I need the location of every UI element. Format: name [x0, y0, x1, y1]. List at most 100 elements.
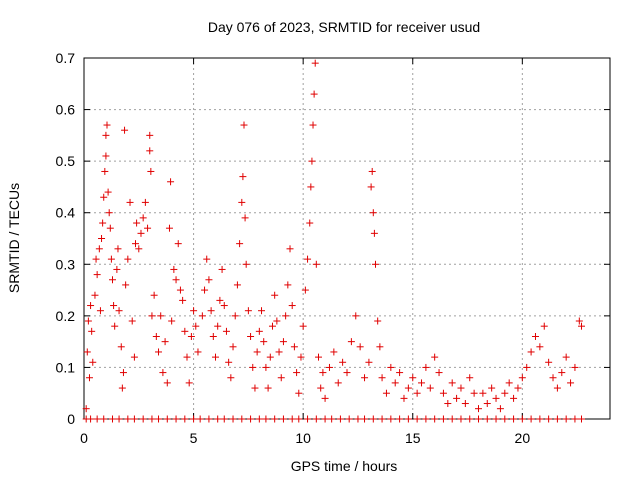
data-point [93, 415, 101, 423]
data-point [271, 291, 279, 299]
x-tick-label: 10 [295, 430, 311, 446]
data-point [328, 415, 336, 423]
data-point [475, 415, 482, 423]
data-point [124, 255, 132, 263]
data-point [196, 415, 204, 423]
data-point [238, 415, 246, 423]
data-point [82, 405, 90, 413]
data-point [165, 224, 173, 232]
x-tick-label: 20 [515, 430, 531, 446]
data-point [255, 327, 263, 335]
data-point [378, 415, 386, 423]
data-point [368, 167, 376, 175]
data-point [220, 302, 228, 310]
data-point [297, 353, 305, 361]
chart-title: Day 076 of 2023, SRMTID for receiver usu… [208, 19, 480, 35]
data-point [133, 219, 141, 227]
data-point [207, 307, 215, 315]
data-point [92, 255, 100, 263]
data-point [365, 358, 373, 366]
data-point [236, 240, 244, 248]
data-point [505, 379, 513, 387]
data-point [126, 198, 134, 206]
data-point [571, 363, 579, 371]
data-point [558, 369, 566, 377]
data-point [578, 415, 586, 423]
data-point [479, 389, 487, 397]
data-point [108, 276, 116, 284]
x-tick-label: 5 [190, 430, 198, 446]
data-point [404, 415, 412, 423]
data-point [466, 415, 474, 423]
data-point [212, 353, 219, 361]
data-point [163, 379, 171, 387]
data-point [161, 338, 169, 346]
plot-frame [83, 57, 611, 420]
data-point [293, 369, 301, 377]
data-point [369, 415, 377, 423]
data-point [284, 281, 292, 289]
data-point [382, 389, 390, 397]
data-point [264, 384, 272, 392]
data-point [240, 121, 248, 129]
data-point [150, 291, 158, 299]
data-point [104, 188, 112, 196]
data-point [279, 338, 287, 346]
data-point [321, 415, 329, 423]
data-point [295, 389, 303, 397]
data-point [308, 157, 316, 165]
data-point [295, 415, 303, 423]
axis-ticks: 0 0.1 0.2 0.3 0.4 0.5 0.6 0.7 0 5 10 15 20 [56, 50, 610, 446]
data-point [84, 317, 92, 325]
data-point [545, 415, 553, 423]
data-point [448, 379, 456, 387]
data-point [356, 343, 364, 351]
data-point [575, 317, 583, 325]
data-point [155, 415, 163, 423]
data-point [113, 265, 121, 273]
data-point [170, 265, 178, 273]
data-point [144, 224, 152, 232]
y-tick-label: 0.3 [56, 256, 76, 272]
data-point [172, 415, 180, 423]
data-point [536, 415, 544, 423]
data-point [562, 353, 570, 361]
data-point [220, 415, 228, 423]
data-point [93, 271, 101, 279]
data-point [115, 415, 123, 423]
data-point [102, 131, 110, 139]
data-point [361, 374, 369, 382]
data-point [89, 358, 97, 366]
data-point [578, 322, 586, 330]
x-tick-label: 0 [80, 430, 88, 446]
data-point [222, 327, 230, 335]
data-point [146, 147, 154, 155]
data-point [83, 348, 91, 356]
data-point [334, 379, 342, 387]
data-point [117, 343, 125, 351]
data-point [87, 415, 95, 423]
data-point [277, 374, 285, 382]
data-point [312, 415, 320, 423]
data-point [152, 332, 160, 340]
data-point [370, 229, 378, 237]
data-point [309, 121, 317, 129]
data-point [510, 394, 518, 402]
data-point [531, 332, 539, 340]
data-point [453, 394, 461, 402]
data-point [413, 389, 421, 397]
data-point [391, 379, 399, 387]
data-point [378, 374, 386, 382]
data-point [99, 219, 107, 227]
data-point [115, 307, 123, 315]
data-point [514, 384, 522, 392]
data-point [157, 312, 165, 320]
data-point [135, 245, 143, 253]
data-point [124, 415, 132, 423]
data-point [307, 183, 315, 191]
y-axis-label: SRMTID / TECUs [6, 183, 22, 293]
data-point [288, 302, 296, 310]
data-point [148, 312, 156, 320]
data-point [119, 369, 127, 377]
